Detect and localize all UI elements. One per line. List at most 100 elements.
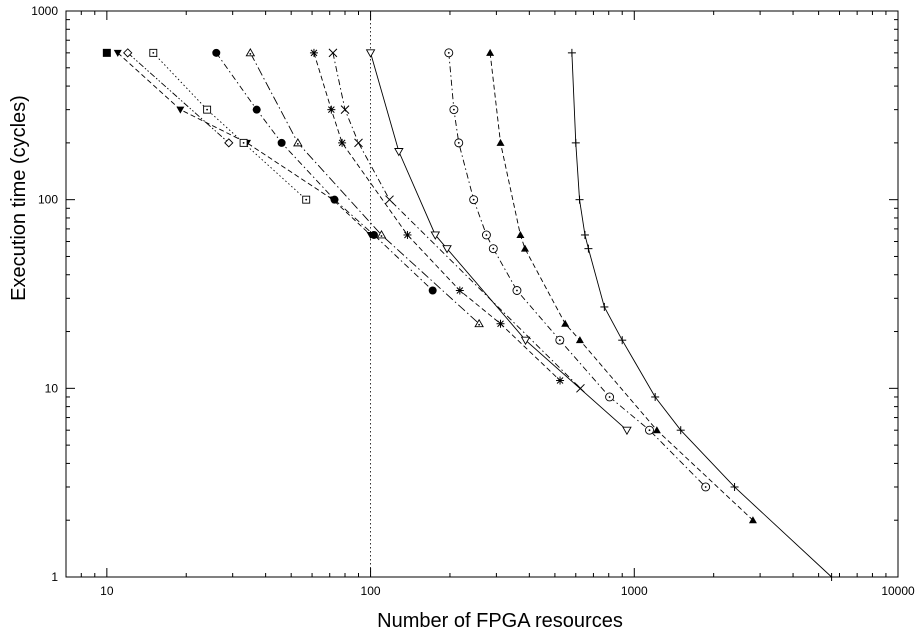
data-point [730, 482, 739, 491]
series-line [152, 52, 307, 201]
data-point [575, 336, 584, 344]
data-point [651, 392, 660, 401]
series-10 [444, 48, 711, 492]
data-point [481, 230, 491, 240]
data-point [496, 319, 505, 328]
x-tick-label: 10 [100, 584, 114, 598]
series-line [249, 52, 480, 325]
x-tick-label: 1000 [621, 584, 648, 598]
series-line [489, 52, 754, 521]
data-point [176, 106, 185, 114]
data-point [555, 335, 565, 345]
y-tick-label: 1 [51, 570, 58, 584]
data-point [428, 286, 437, 295]
x-tick-label: 100 [361, 584, 381, 598]
series-7 [309, 48, 565, 385]
series-3 [123, 48, 234, 148]
data-point [556, 376, 565, 385]
series-11 [486, 48, 757, 524]
series-line [571, 52, 832, 578]
data-point [203, 105, 212, 114]
series-1 [102, 48, 111, 57]
data-point [605, 392, 615, 402]
data-point [430, 231, 441, 240]
data-point [252, 105, 261, 114]
data-point [469, 195, 479, 205]
data-point [748, 516, 757, 524]
axis-ticks [65, 10, 899, 578]
data-point [580, 230, 589, 239]
data-point [224, 138, 234, 148]
data-point [149, 48, 158, 57]
series-line [215, 52, 433, 291]
y-tick-label: 1000 [31, 4, 58, 18]
data-point [561, 319, 570, 327]
data-point [520, 244, 529, 252]
series-line [448, 52, 706, 488]
series-group [102, 47, 836, 581]
data-point [600, 302, 609, 311]
data-point [827, 573, 836, 581]
data-point [394, 148, 404, 157]
data-point [245, 47, 256, 57]
data-point [567, 48, 576, 57]
plot-border [65, 10, 899, 578]
data-point [369, 230, 378, 239]
data-point [385, 195, 394, 205]
data-point [302, 195, 311, 204]
data-point [701, 482, 711, 492]
data-point [645, 425, 654, 435]
data-point [403, 230, 412, 239]
series-line [127, 52, 230, 144]
y-tick-label: 10 [45, 381, 59, 395]
x-tick-label: 10000 [881, 584, 915, 598]
y-axis-title: Execution time (cycles) [8, 95, 30, 301]
data-point [309, 48, 318, 57]
data-point [376, 230, 387, 239]
data-point [340, 105, 350, 115]
data-point [652, 426, 661, 434]
data-point [338, 138, 347, 147]
data-point [512, 286, 522, 295]
data-point [622, 426, 632, 436]
data-point [212, 48, 221, 57]
data-point [486, 48, 495, 56]
data-point [516, 230, 525, 238]
series-5 [212, 48, 437, 295]
data-point [520, 336, 531, 346]
x-axis-title: Number of FPGA resources [377, 610, 623, 632]
data-point [575, 195, 584, 204]
data-point [454, 138, 464, 148]
tick-labels: 10 100 1000 10000 1 10 100 1000 [31, 4, 915, 598]
data-point [328, 48, 338, 58]
data-point [474, 318, 484, 328]
data-point [488, 244, 498, 254]
series-9 [365, 49, 632, 436]
y-tick-label: 100 [38, 193, 58, 207]
data-point [618, 336, 627, 345]
series-6 [245, 47, 484, 328]
data-point [123, 48, 133, 58]
series-line [332, 52, 581, 389]
series-line [370, 52, 628, 431]
series-8 [328, 48, 585, 393]
data-point [584, 244, 593, 253]
data-point [113, 49, 122, 57]
data-point [571, 138, 580, 147]
data-point [365, 49, 376, 58]
series-line [117, 52, 371, 236]
series-12 [567, 48, 836, 581]
series-4 [149, 48, 311, 204]
data-point [442, 245, 452, 254]
data-point [676, 426, 685, 435]
data-point [327, 105, 336, 114]
data-point [455, 286, 464, 295]
data-point [449, 105, 459, 115]
data-point [239, 138, 248, 147]
plot-frame [65, 10, 899, 578]
data-point [444, 48, 454, 58]
series-line [313, 52, 561, 381]
data-point [330, 195, 339, 204]
data-point [354, 138, 363, 148]
